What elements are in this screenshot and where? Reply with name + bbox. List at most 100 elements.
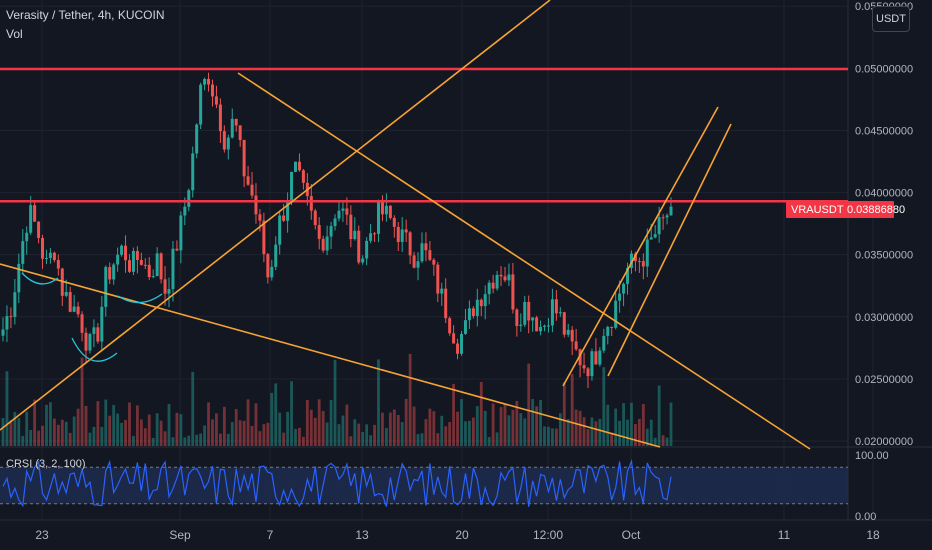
candle-body <box>60 268 64 296</box>
volume-bar <box>96 401 100 446</box>
volume-bar <box>258 431 262 446</box>
volume-bar <box>491 403 495 446</box>
candle-body <box>56 260 60 269</box>
candle-body <box>594 351 598 365</box>
candle-body <box>68 292 72 312</box>
candle-body <box>52 252 56 261</box>
volume-bar <box>665 437 669 446</box>
time-tick-label: 7 <box>267 528 274 542</box>
volume-bar <box>72 416 76 446</box>
candle-body <box>661 217 665 219</box>
candle-body <box>523 301 527 325</box>
candle-body <box>250 184 254 196</box>
candle-body <box>570 329 574 342</box>
candle-body <box>420 243 424 262</box>
volume-bar <box>226 433 230 446</box>
volume-bar <box>333 359 337 446</box>
candle-body <box>511 274 515 310</box>
candle-body <box>88 333 92 351</box>
candle-body <box>155 253 159 277</box>
volume-bar <box>175 412 179 446</box>
candle-body <box>139 259 143 265</box>
volume-bar <box>495 432 499 446</box>
volume-bar <box>124 420 127 446</box>
candle-body <box>33 205 37 222</box>
candle-body <box>242 139 246 177</box>
volume-bar <box>341 415 345 446</box>
volume-bar <box>444 426 448 446</box>
candle-body <box>582 365 586 369</box>
volume-bar <box>353 419 357 446</box>
candle-body <box>218 104 222 132</box>
candle-body <box>44 257 48 259</box>
candle-body <box>408 232 412 256</box>
volume-bar <box>282 432 286 446</box>
volume-bar <box>199 433 203 446</box>
volume-bar <box>543 426 546 446</box>
candle-body <box>238 125 242 140</box>
volume-bar <box>381 412 384 446</box>
chart-legend: Verasity / Tether, 4h, KUCOIN Vol <box>6 6 165 44</box>
crsi-indicator-label[interactable]: CRSI (3, 2, 100) <box>6 458 86 470</box>
candle-body <box>254 195 258 215</box>
volume-bar <box>5 371 9 446</box>
volume-bar <box>21 435 25 446</box>
volume-bar <box>45 404 48 446</box>
volume-bar <box>357 423 361 446</box>
candlestick-series <box>1 72 673 389</box>
current-price-symbol: VRAUSDT <box>791 203 844 216</box>
volume-bar <box>298 427 301 446</box>
candle-body <box>535 317 539 332</box>
candle-body <box>29 205 33 233</box>
candle-body <box>377 200 381 234</box>
candle-body <box>104 267 108 307</box>
volume-bar <box>37 430 40 446</box>
candle-body <box>25 232 29 242</box>
volume-bar <box>637 418 641 446</box>
candle-body <box>195 124 199 154</box>
currency-unit-button[interactable]: USDT <box>872 6 910 32</box>
volume-bar <box>551 428 554 446</box>
candle-body <box>361 258 365 263</box>
candle-body <box>167 289 171 294</box>
candle-body <box>369 233 373 241</box>
volume-bar <box>211 419 214 446</box>
volume-bar <box>13 411 17 446</box>
price-tick-label: 0.02000000 <box>855 436 913 448</box>
volume-label[interactable]: Vol <box>6 27 23 41</box>
volume-bar <box>325 422 329 446</box>
candle-body <box>270 266 274 278</box>
volume-bar <box>527 363 531 446</box>
candle-body <box>112 264 116 280</box>
volume-bar <box>547 426 550 446</box>
candle-body <box>80 314 84 333</box>
candle-body <box>653 234 657 238</box>
candle-body <box>539 326 543 332</box>
candle-body <box>388 205 392 218</box>
time-tick-label: Sep <box>169 528 191 542</box>
volume-bar <box>159 420 163 446</box>
volume-bar <box>614 408 618 446</box>
candle-body <box>416 261 420 268</box>
volume-bar <box>539 399 542 446</box>
volume-bar <box>388 412 392 446</box>
candle-body <box>432 259 436 265</box>
volume-bar <box>626 419 629 446</box>
volume-bar <box>60 419 64 446</box>
volume-bar <box>669 402 673 446</box>
volume-bar <box>471 417 475 446</box>
candle-body <box>96 327 100 342</box>
volume-bar <box>116 413 120 446</box>
volume-bar <box>309 409 313 446</box>
volume-bar <box>274 383 278 446</box>
candle-body <box>491 282 495 289</box>
candle-body <box>282 215 286 221</box>
candle-body <box>191 153 195 191</box>
candle-body <box>452 333 456 344</box>
volume-bar <box>661 435 665 446</box>
symbol-title[interactable]: Verasity / Tether, 4h, KUCOIN <box>6 8 165 22</box>
candle-body <box>175 248 179 251</box>
crsi-tick-label: 100.00 <box>855 450 889 462</box>
